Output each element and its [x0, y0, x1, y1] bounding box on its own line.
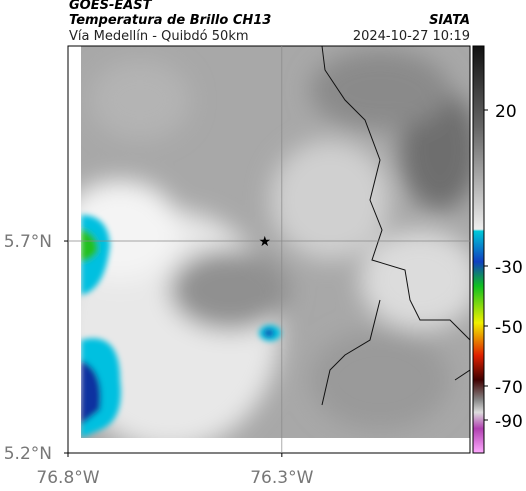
- source: GOES-EAST: [69, 0, 153, 13]
- timestamp: 2024-10-27 10:19: [353, 29, 470, 44]
- map-frame: [67, 45, 471, 454]
- x-tick-label: 76.3°W: [250, 468, 313, 488]
- colorbar-label: -90: [495, 412, 523, 432]
- y-tick-label: 5.7°N: [4, 232, 52, 252]
- x-tick-label: 76.8°W: [36, 468, 99, 488]
- colorbar-label: -50: [495, 318, 523, 338]
- colorbar: [472, 45, 485, 454]
- agency: SIATA: [429, 13, 470, 28]
- title: Temperatura de Brillo CH13: [69, 13, 271, 28]
- colorbar-label: -70: [495, 378, 523, 398]
- colorbar-label: 20: [495, 102, 517, 122]
- location-marker: ★: [258, 234, 271, 250]
- y-tick-label: 5.2°N: [4, 444, 52, 464]
- colorbar-label: -30: [495, 258, 523, 278]
- satellite-image: [81, 46, 470, 438]
- subtitle: Vía Medellín - Quibdó 50km: [69, 29, 249, 44]
